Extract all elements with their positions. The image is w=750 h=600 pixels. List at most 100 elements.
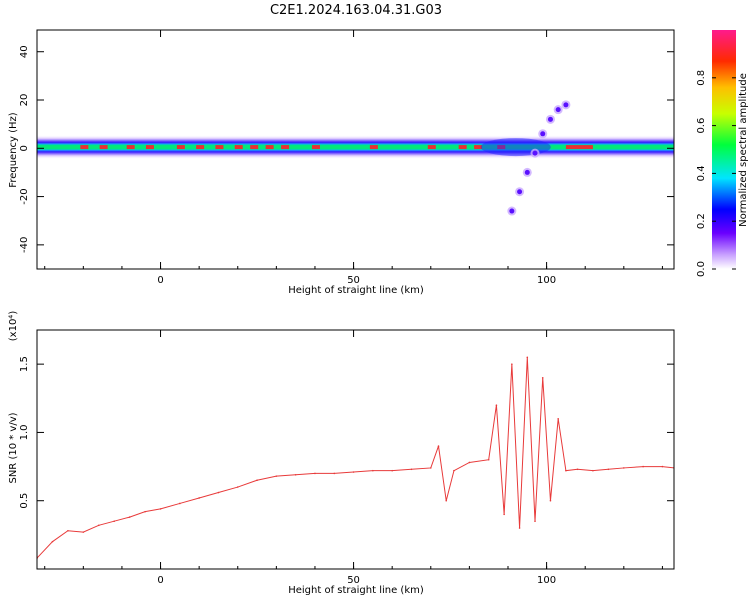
- spectral-noise-region: [480, 138, 551, 157]
- snr-data-point: [217, 491, 220, 494]
- snr-data-point: [82, 531, 85, 533]
- spectrogram-y-tick-label: -20: [19, 188, 30, 204]
- snr-data-point: [67, 529, 69, 532]
- spectral-hotspot: [196, 145, 205, 150]
- spectral-hotspot: [474, 145, 483, 150]
- snr-data-point: [429, 467, 432, 469]
- snr-data-point: [534, 520, 536, 522]
- snr-data-point: [453, 469, 455, 472]
- snr-data-point: [557, 417, 559, 420]
- spectral-hotspot: [369, 145, 378, 150]
- snr-data-point: [352, 471, 355, 473]
- spectrogram-x-tick-label: 0: [157, 275, 163, 286]
- spectral-band-core: [37, 144, 674, 150]
- spectrogram-y-tick-label: 0: [19, 145, 30, 151]
- snr-data-point: [256, 479, 258, 482]
- snr-x-tick-label: 0: [157, 575, 163, 586]
- oblique-trace-core: [547, 116, 553, 122]
- oblique-trace-core: [555, 107, 561, 113]
- snr-data-point: [294, 473, 297, 476]
- spectrogram-frame: [36, 29, 675, 270]
- snr-data-point: [372, 469, 374, 472]
- spectral-hotspot: [80, 145, 89, 150]
- spectral-hotspot: [145, 145, 154, 150]
- snr-data-point: [511, 363, 513, 365]
- colorbar-tick-label: 0.4: [696, 165, 707, 181]
- snr-data-point: [592, 469, 594, 472]
- snr-data-point: [487, 458, 490, 461]
- colorbar-label: Normalized spectral amplitude: [738, 73, 749, 227]
- spectral-hotspot: [234, 145, 243, 150]
- spectrogram-y-label: Frequency (Hz): [8, 112, 19, 188]
- snr-data-point: [549, 499, 552, 502]
- snr-frame: [36, 329, 675, 570]
- colorbar-gradient: [712, 30, 736, 269]
- snr-data-point: [159, 508, 162, 510]
- snr-data-point: [437, 445, 440, 447]
- snr-data-point: [275, 475, 278, 477]
- spectral-hotspot: [215, 145, 224, 150]
- spectrogram-x-label: Height of straight line (km): [288, 285, 424, 296]
- snr-x-tick-label: 100: [537, 575, 556, 586]
- spectral-hotspot: [126, 145, 135, 150]
- snr-y-tick-label: 1.0: [19, 424, 30, 440]
- oblique-trace-core: [532, 150, 538, 156]
- snr-y-tick-label: 1.5: [19, 356, 30, 372]
- spectral-hotspot: [427, 145, 436, 150]
- snr-data-point: [179, 502, 181, 505]
- colorbar-tick-label: 0.8: [696, 70, 707, 86]
- spectral-hotspot: [176, 145, 185, 150]
- snr-data-point: [607, 468, 610, 471]
- snr-data-point: [198, 497, 200, 499]
- snr-data-point: [576, 468, 579, 471]
- snr-data-point: [642, 465, 644, 468]
- colorbar-tick-label: 0.6: [696, 118, 707, 134]
- spectrogram-x-tick-label: 50: [347, 275, 360, 286]
- snr-data-point: [623, 467, 625, 469]
- snr-data-point: [391, 469, 393, 472]
- spectrogram-y-tick-label: 20: [19, 94, 30, 107]
- snr-data-point: [236, 486, 239, 488]
- snr-data-point: [503, 513, 505, 516]
- chart-title: C2E1.2024.163.04.31.G03: [270, 3, 442, 18]
- spectral-hotspot: [281, 145, 290, 150]
- spectral-hotspot: [311, 145, 320, 150]
- colorbar-tick-label: 0.0: [696, 261, 707, 277]
- oblique-trace-core: [524, 169, 530, 175]
- spectral-hotspot: [250, 145, 259, 150]
- snr-y-tick-label: 0.5: [19, 493, 30, 509]
- snr-data-point: [541, 377, 544, 379]
- snr-data-point: [410, 468, 413, 471]
- oblique-trace-core: [517, 189, 523, 195]
- snr-y-label: SNR (10 * v/v): [8, 412, 19, 483]
- spectral-hotspot: [458, 145, 467, 150]
- snr-data-point: [113, 520, 116, 522]
- snr-multiplier: (x10⁴): [8, 311, 19, 342]
- oblique-trace-core: [509, 208, 515, 214]
- colorbar: 0.0 0.2 0.4 0.6 0.8 Normalized spectral ampl…: [696, 30, 749, 277]
- snr-data-point: [526, 356, 529, 359]
- snr-data-point: [468, 461, 471, 464]
- spectrogram-y-tick-label: -40: [19, 237, 30, 253]
- snr-data-point: [144, 510, 146, 513]
- snr-series-line: [37, 357, 674, 559]
- snr-data-point: [495, 404, 498, 406]
- snr-x-label: Height of straight line (km): [288, 585, 424, 596]
- snr-data-point: [565, 469, 567, 472]
- spectrogram-x-tick-label: 100: [537, 275, 556, 286]
- spectral-hotspot: [265, 145, 274, 150]
- spectrogram-y-tick-label: 40: [19, 45, 30, 58]
- snr-x-tick-label: 50: [347, 575, 360, 586]
- snr-data-point: [128, 516, 131, 518]
- snr-data-point: [97, 524, 100, 527]
- colorbar-tick-label: 0.2: [696, 213, 707, 229]
- snr-data-point: [518, 527, 521, 529]
- spectral-hotspot: [565, 145, 593, 150]
- spectral-hotspot: [99, 145, 108, 150]
- snr-data-point: [445, 499, 448, 502]
- snr-data-point: [51, 540, 54, 543]
- snr-data-point: [661, 465, 664, 468]
- oblique-trace-core: [563, 102, 569, 108]
- oblique-trace-core: [540, 131, 546, 137]
